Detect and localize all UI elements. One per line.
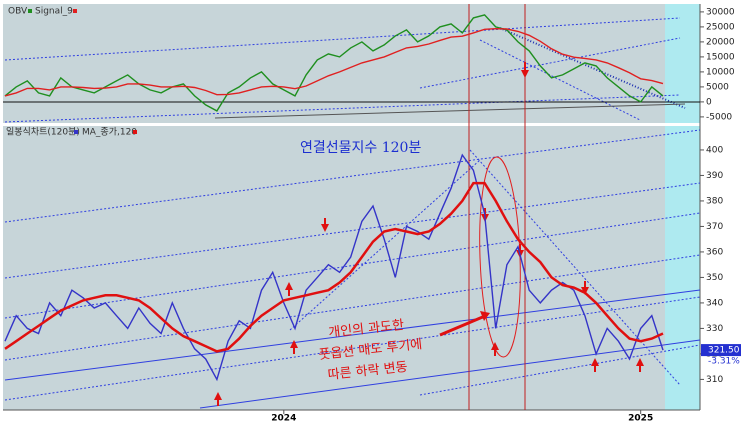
price-marker [701,344,741,357]
y-tick-label: 360 [706,247,723,257]
y-tick-label: 330 [706,324,723,334]
series-line [4,153,664,382]
y-tick-label: 380 [706,196,723,206]
future-area [665,4,700,123]
y-tick-label: 310 [706,375,723,385]
series-line [4,181,664,353]
x-tick-label: 2024 [271,414,296,424]
legend-swatch [74,130,78,134]
future-area [665,126,700,410]
channel-line [4,289,701,381]
chart-title: 연결선물지수 120분 [300,140,421,156]
legend-label: MA_종가,120 [82,127,137,138]
signal-arrows [214,62,644,406]
legend-swatch [133,130,137,134]
y-tick-label: 390 [706,171,723,181]
obv-pane [3,4,700,123]
y-tick-label: -5000 [706,112,732,122]
plot [4,14,664,382]
y-tick-label: 0 [706,97,712,107]
legend-label: 일봉식차트(120분) [6,126,80,138]
y-tick-label: 350 [706,273,723,283]
y-tick-label: 370 [706,222,723,232]
legend-label: Signal_9 [35,7,73,17]
y-tick-label: 25000 [706,22,735,32]
y-tick-label: 340 [706,298,723,308]
legend-swatch [73,9,77,13]
y-tick-label: 400 [706,145,723,155]
y-tick-label: 10000 [706,67,735,77]
change-label: -3.31% [708,357,740,367]
y-tick-label: 15000 [706,52,735,62]
price-pane [3,126,700,410]
price-label: 321.50 [708,346,740,356]
legend-swatch [28,9,32,13]
y-tick-label: 20000 [706,37,735,47]
x-tick-label: 2025 [628,414,653,424]
y-tick-label: 5000 [706,82,729,92]
legend-label: OBV [8,7,28,17]
series-line [4,27,664,97]
series-line [4,14,664,112]
y-tick-label: 30000 [706,7,735,17]
support-line [214,103,686,119]
channel-line [199,339,701,409]
